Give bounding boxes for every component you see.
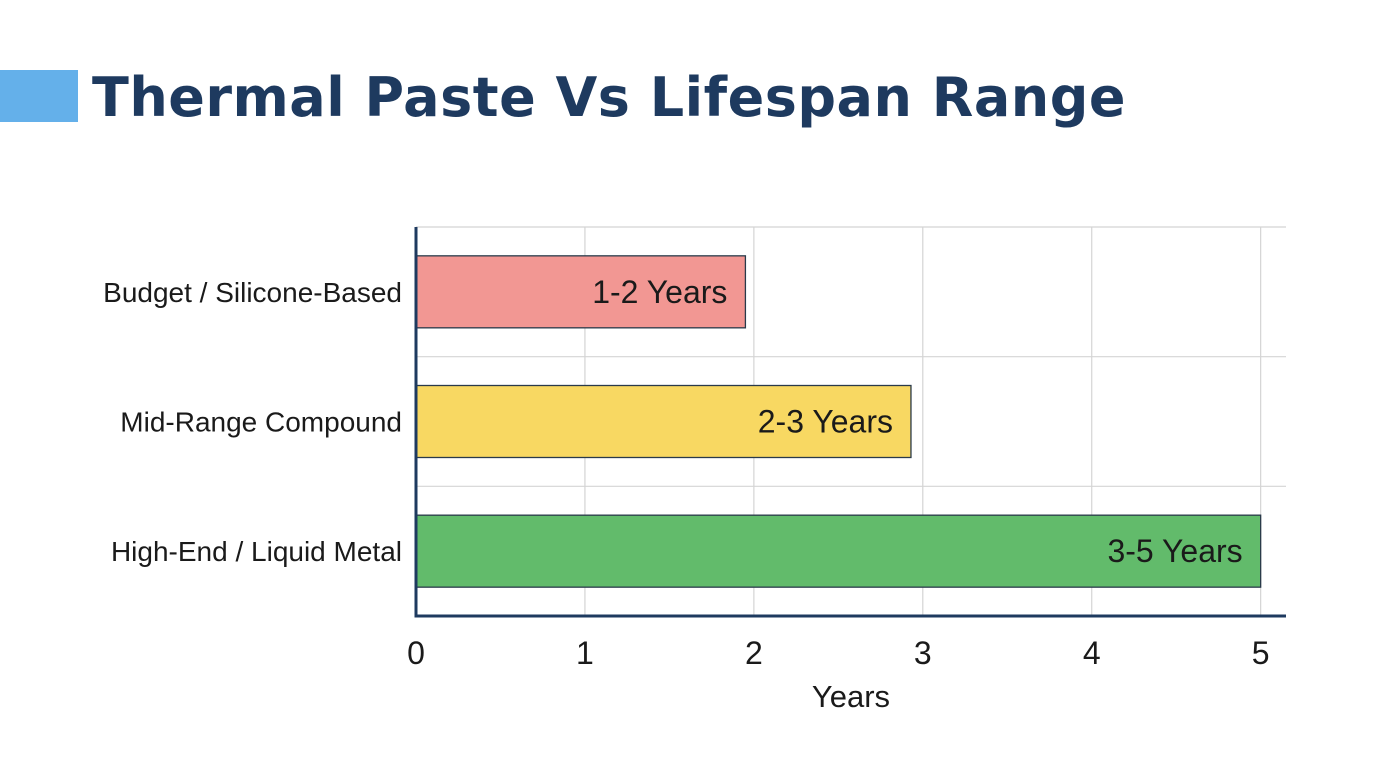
- bar-data-label: 1-2 Years: [592, 274, 727, 310]
- x-tick-label: 4: [1083, 635, 1101, 671]
- bar-data-label: 2-3 Years: [758, 404, 893, 440]
- bar: [415, 384, 912, 459]
- axes: [414, 227, 1286, 618]
- title-accent-bar: [0, 70, 78, 122]
- category-label: Budget / Silicone-Based: [103, 277, 402, 308]
- category-label: Mid-Range Compound: [120, 407, 402, 438]
- x-tick-label: 5: [1252, 635, 1270, 671]
- category-label: High-End / Liquid Metal: [111, 536, 402, 567]
- labels: 1-2 Years Budget / Silicone-Based 2-3 Year…: [103, 274, 1269, 714]
- x-tick-label: 2: [745, 635, 763, 671]
- bars: [415, 255, 1262, 588]
- page-title: Thermal Paste Vs Lifespan Range: [92, 66, 1126, 129]
- x-axis-title: Years: [812, 679, 890, 714]
- x-tick-label: 1: [576, 635, 594, 671]
- x-tick-label: 3: [914, 635, 932, 671]
- bar-data-label: 3-5 Years: [1107, 533, 1242, 569]
- bar: [415, 255, 747, 329]
- x-tick-label: 0: [407, 635, 425, 671]
- bar: [415, 514, 1262, 588]
